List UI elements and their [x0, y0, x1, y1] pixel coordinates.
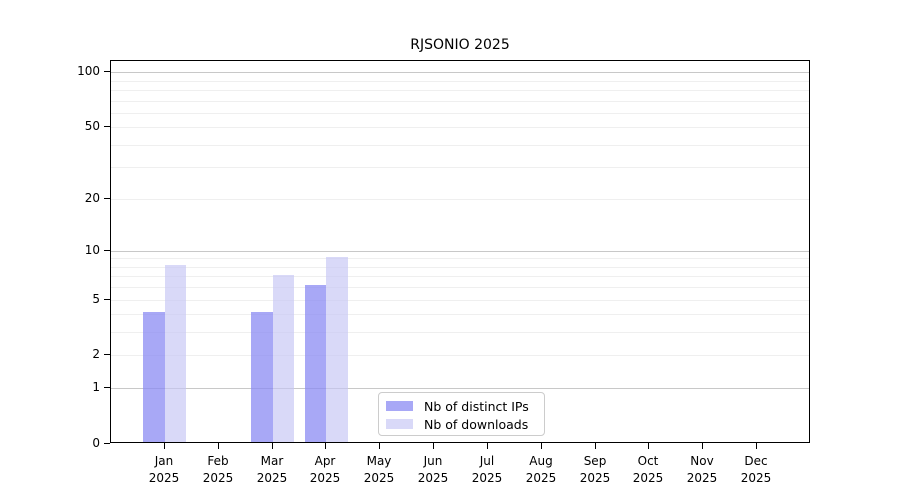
legend-label-distinct-ips: Nb of distinct IPs [424, 398, 529, 414]
gridline-minor-40 [111, 145, 809, 146]
gridline-minor-5 [111, 300, 809, 301]
x-tick-jul [487, 443, 488, 449]
legend: Nb of distinct IPs Nb of downloads [378, 392, 545, 436]
gridline-minor-60 [111, 113, 809, 114]
bar-ips-jan [143, 312, 165, 442]
legend-item-downloads: Nb of downloads [379, 415, 544, 433]
x-tick-aug [541, 443, 542, 449]
y-tick-100 [104, 71, 110, 72]
x-label-year: 2025 [148, 470, 180, 485]
y-tick-label-0: 0 [92, 436, 100, 450]
gridline-minor-70 [111, 101, 809, 102]
x-tick-label-feb: Feb 2025 [190, 453, 246, 486]
plot-area [110, 60, 810, 443]
gridline-major-1 [111, 388, 809, 389]
y-tick-label-5: 5 [92, 292, 100, 306]
x-tick-label-oct: Oct 2025 [620, 453, 676, 486]
x-label-month: Jul [479, 454, 495, 468]
x-tick-oct [648, 443, 649, 449]
x-tick-label-dec: Dec 2025 [728, 453, 784, 486]
gridline-major-100 [111, 72, 809, 73]
legend-swatch-distinct-ips [386, 401, 413, 411]
gridline-minor-2 [111, 355, 809, 356]
bar-ips-mar [251, 312, 273, 442]
x-label-year: 2025 [309, 470, 341, 485]
bar-ips-apr [304, 285, 327, 442]
x-tick-feb [218, 443, 219, 449]
gridline-minor-9 [111, 258, 809, 259]
y-tick-label-50: 50 [84, 119, 100, 133]
x-tick-dec [756, 443, 757, 449]
y-tick-label-1: 1 [92, 380, 100, 394]
x-tick-may [379, 443, 380, 449]
x-label-month: Sep [583, 454, 607, 468]
x-tick-label-nov: Nov 2025 [674, 453, 730, 486]
chart-title: RJSONIO 2025 [410, 37, 510, 53]
x-tick-nov [702, 443, 703, 449]
y-tick-10 [104, 250, 110, 251]
x-tick-label-sep: Sep 2025 [567, 453, 623, 486]
x-label-year: 2025 [525, 470, 557, 485]
legend-label-downloads: Nb of downloads [424, 416, 529, 432]
x-label-month: Aug [529, 454, 553, 468]
x-tick-label-may: May 2025 [351, 453, 407, 486]
x-label-year: 2025 [740, 470, 772, 485]
x-tick-sep [595, 443, 596, 449]
legend-item-distinct-ips: Nb of distinct IPs [379, 397, 544, 415]
x-label-year: 2025 [686, 470, 718, 485]
x-label-month: Nov [690, 454, 714, 468]
x-tick-jun [433, 443, 434, 449]
y-tick-label-100: 100 [77, 64, 100, 78]
gridline-major-10 [111, 251, 809, 252]
y-tick-5 [104, 299, 110, 300]
y-tick-0 [104, 443, 110, 444]
gridline-minor-7 [111, 276, 809, 277]
y-tick-20 [104, 198, 110, 199]
y-tick-label-20: 20 [84, 191, 100, 205]
gridline-minor-6 [111, 287, 809, 288]
gridline-minor-90 [111, 81, 809, 82]
gridline-minor-50 [111, 127, 809, 128]
x-label-month: Apr [314, 454, 336, 468]
bar-downloads-mar [272, 274, 294, 442]
x-label-month: Mar [260, 454, 284, 468]
x-label-year: 2025 [256, 470, 288, 485]
x-label-month: May [366, 454, 392, 468]
x-tick-mar [272, 443, 273, 449]
x-label-year: 2025 [363, 470, 395, 485]
gridline-minor-30 [111, 167, 809, 168]
x-tick-label-mar: Mar 2025 [244, 453, 300, 486]
x-label-month: Feb [207, 454, 229, 468]
x-label-year: 2025 [579, 470, 611, 485]
x-label-year: 2025 [202, 470, 234, 485]
x-label-year: 2025 [417, 470, 449, 485]
y-tick-50 [104, 126, 110, 127]
y-tick-2 [104, 354, 110, 355]
x-tick-label-aug: Aug 2025 [513, 453, 569, 486]
y-tick-label-10: 10 [84, 243, 100, 257]
gridline-minor-80 [111, 90, 809, 91]
x-label-month: Jun [423, 454, 443, 468]
bar-downloads-jan [164, 265, 187, 442]
x-tick-label-apr: Apr 2025 [297, 453, 353, 486]
bar-downloads-apr [326, 256, 348, 442]
x-label-year: 2025 [471, 470, 503, 485]
x-label-month: Oct [637, 454, 659, 468]
gridline-minor-20 [111, 199, 809, 200]
y-tick-1 [104, 387, 110, 388]
gridline-minor-3 [111, 332, 809, 333]
legend-swatch-downloads [386, 419, 413, 429]
x-tick-jan [164, 443, 165, 449]
x-tick-label-jun: Jun 2025 [405, 453, 461, 486]
x-label-month: Dec [744, 454, 768, 468]
x-tick-label-jul: Jul 2025 [459, 453, 515, 486]
x-label-year: 2025 [632, 470, 664, 485]
x-tick-apr [325, 443, 326, 449]
gridline-minor-8 [111, 267, 809, 268]
x-tick-label-jan: Jan 2025 [136, 453, 192, 486]
y-tick-label-2: 2 [92, 347, 100, 361]
x-label-month: Jan [154, 454, 174, 468]
gridline-minor-4 [111, 314, 809, 315]
